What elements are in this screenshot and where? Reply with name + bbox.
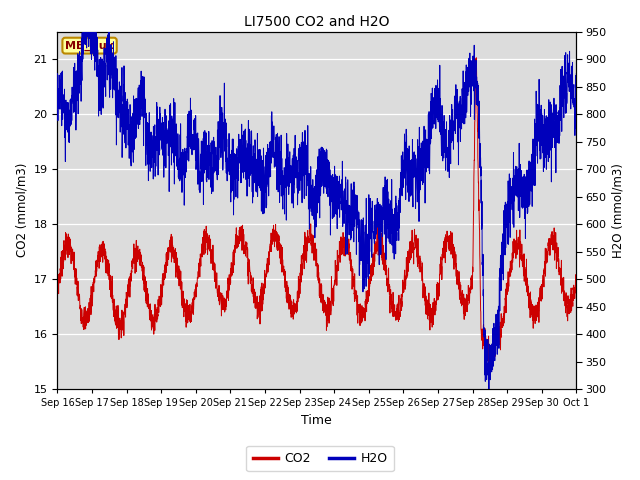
Legend: CO2, H2O: CO2, H2O xyxy=(246,446,394,471)
Y-axis label: CO2 (mmol/m3): CO2 (mmol/m3) xyxy=(15,163,28,257)
Text: MB_flux: MB_flux xyxy=(65,40,114,51)
X-axis label: Time: Time xyxy=(301,414,332,427)
Title: LI7500 CO2 and H2O: LI7500 CO2 and H2O xyxy=(244,15,390,29)
Y-axis label: H2O (mmol/m3): H2O (mmol/m3) xyxy=(612,163,625,258)
